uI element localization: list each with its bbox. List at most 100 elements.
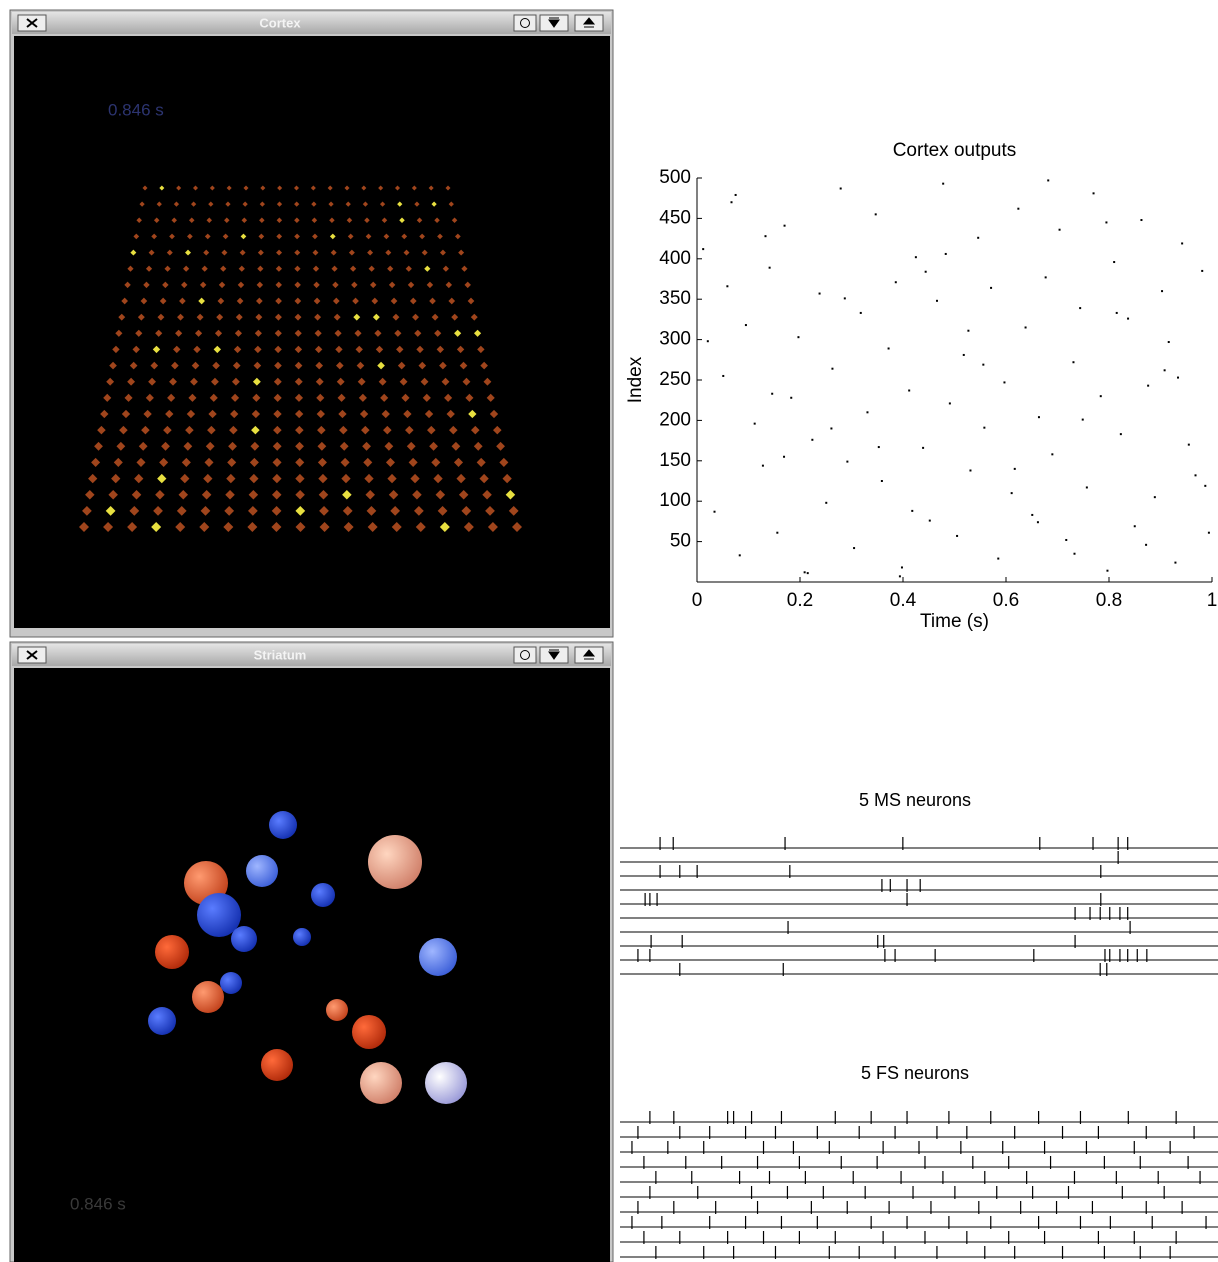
spike-dot bbox=[731, 201, 733, 203]
spike-dot bbox=[853, 547, 855, 549]
sphere bbox=[368, 835, 422, 889]
sphere bbox=[425, 1062, 467, 1104]
spike-dot bbox=[888, 347, 890, 349]
sphere bbox=[148, 1007, 176, 1035]
spike-dot bbox=[922, 447, 924, 449]
spike-dot bbox=[769, 267, 771, 269]
spike-dot bbox=[811, 439, 813, 441]
sphere bbox=[231, 926, 257, 952]
window-button[interactable] bbox=[514, 647, 536, 663]
window-title: Striatum bbox=[254, 647, 307, 662]
spike-dot bbox=[790, 397, 792, 399]
chart-title: 5 MS neurons bbox=[859, 790, 971, 810]
spike-dot bbox=[831, 368, 833, 370]
window-title: Cortex bbox=[259, 15, 301, 30]
spike-dot bbox=[840, 188, 842, 190]
window-button[interactable] bbox=[514, 15, 536, 31]
cortex-window: Cortex 0.846 s bbox=[10, 10, 613, 637]
spike-dot bbox=[881, 480, 883, 482]
spike-dot bbox=[1011, 492, 1013, 494]
spike-dot bbox=[936, 300, 938, 302]
spike-dot bbox=[776, 532, 778, 534]
sphere bbox=[220, 972, 242, 994]
y-axis-label: Index bbox=[625, 356, 646, 403]
spike-dot bbox=[702, 248, 704, 250]
spike-dot bbox=[1093, 192, 1095, 194]
spike-dot bbox=[797, 336, 799, 338]
x-axis-label: Time (s) bbox=[920, 611, 989, 632]
spike-dot bbox=[804, 571, 806, 573]
spike-dot bbox=[1174, 562, 1176, 564]
sphere bbox=[360, 1062, 402, 1104]
spike-dot bbox=[819, 293, 821, 295]
spike-dot bbox=[860, 312, 862, 314]
spike-dot bbox=[895, 281, 897, 283]
spike-dot bbox=[1127, 318, 1129, 320]
spike-dot bbox=[784, 225, 786, 227]
y-tick-label: 50 bbox=[670, 531, 691, 552]
spike-dot bbox=[997, 558, 999, 560]
sphere bbox=[311, 883, 335, 907]
spike-dot bbox=[969, 469, 971, 471]
spike-dot bbox=[764, 235, 766, 237]
spike-dot bbox=[967, 330, 969, 332]
y-tick-label: 350 bbox=[659, 288, 691, 309]
spike-dot bbox=[925, 271, 927, 273]
spike-dot bbox=[915, 256, 917, 258]
spike-dot bbox=[1204, 485, 1206, 487]
y-tick-label: 500 bbox=[659, 167, 691, 188]
spike-dot bbox=[1106, 570, 1108, 572]
spike-dot bbox=[982, 364, 984, 366]
spike-dot bbox=[866, 411, 868, 413]
spike-dot bbox=[956, 535, 958, 537]
spike-dot bbox=[1038, 416, 1040, 418]
spike-dot bbox=[1079, 307, 1081, 309]
y-tick-label: 400 bbox=[659, 248, 691, 269]
spike-dot bbox=[1082, 419, 1084, 421]
spike-dot bbox=[901, 566, 903, 568]
spike-dot bbox=[1086, 486, 1088, 488]
spike-dot bbox=[1195, 474, 1197, 476]
spike-dot bbox=[1105, 221, 1107, 223]
spike-dot bbox=[1116, 312, 1118, 314]
spike-dot bbox=[783, 456, 785, 458]
spike-dot bbox=[726, 285, 728, 287]
spike-dot bbox=[1154, 496, 1156, 498]
spike-dot bbox=[899, 575, 901, 577]
spike-dot bbox=[942, 183, 944, 185]
spike-dot bbox=[911, 510, 913, 512]
spike-dot bbox=[1047, 179, 1049, 181]
sphere bbox=[419, 938, 457, 976]
spike-dot bbox=[771, 393, 773, 395]
spike-dot bbox=[983, 427, 985, 429]
view-area bbox=[14, 668, 610, 1262]
x-tick-label: 0.2 bbox=[787, 590, 813, 611]
page: Cortex 0.846 s Striatum bbox=[0, 0, 1218, 1262]
chart-title: 5 FS neurons bbox=[861, 1063, 969, 1083]
spike-dot bbox=[745, 324, 747, 326]
spike-dot bbox=[1147, 385, 1149, 387]
spike-dot bbox=[1003, 381, 1005, 383]
x-tick-label: 0.6 bbox=[993, 590, 1019, 611]
spike-dot bbox=[949, 402, 951, 404]
screen: Cortex 0.846 s Striatum bbox=[0, 0, 1218, 1262]
spike-dot bbox=[1065, 539, 1067, 541]
spike-dot bbox=[977, 237, 979, 239]
spike-dot bbox=[1201, 270, 1203, 272]
sphere bbox=[326, 999, 348, 1021]
y-tick-label: 450 bbox=[659, 207, 691, 228]
spike-dot bbox=[945, 253, 947, 255]
spike-dot bbox=[825, 502, 827, 504]
sphere bbox=[155, 935, 189, 969]
spike-dot bbox=[844, 297, 846, 299]
sphere bbox=[246, 855, 278, 887]
spike-dot bbox=[1059, 229, 1061, 231]
x-tick-label: 1 bbox=[1207, 590, 1218, 611]
spike-dot bbox=[1134, 525, 1136, 527]
spike-dot bbox=[722, 375, 724, 377]
spike-dot bbox=[990, 287, 992, 289]
spike-dot bbox=[1073, 553, 1075, 555]
y-tick-label: 100 bbox=[659, 490, 691, 511]
sphere bbox=[293, 928, 311, 946]
spike-dot bbox=[1037, 521, 1039, 523]
